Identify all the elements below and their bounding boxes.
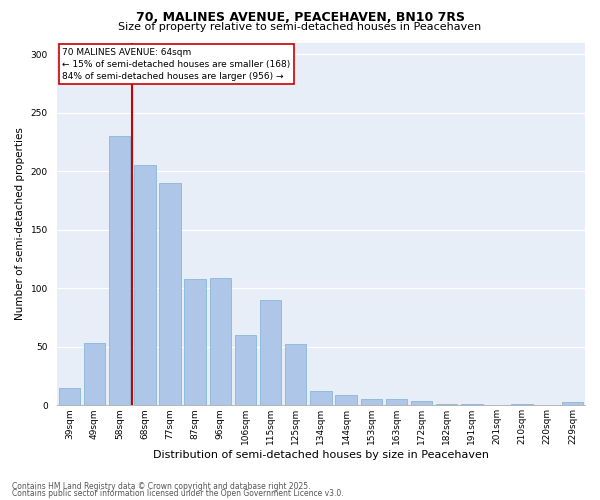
Bar <box>436 404 457 406</box>
Bar <box>109 136 130 406</box>
Bar <box>134 166 155 406</box>
Bar <box>59 388 80 406</box>
Bar <box>361 400 382 406</box>
Y-axis label: Number of semi-detached properties: Number of semi-detached properties <box>15 128 25 320</box>
Text: 70, MALINES AVENUE, PEACEHAVEN, BN10 7RS: 70, MALINES AVENUE, PEACEHAVEN, BN10 7RS <box>136 11 464 24</box>
Bar <box>260 300 281 406</box>
Text: Contains HM Land Registry data © Crown copyright and database right 2025.: Contains HM Land Registry data © Crown c… <box>12 482 311 491</box>
Bar <box>235 335 256 406</box>
X-axis label: Distribution of semi-detached houses by size in Peacehaven: Distribution of semi-detached houses by … <box>153 450 489 460</box>
Bar <box>310 391 332 406</box>
Bar <box>511 404 533 406</box>
Bar <box>411 400 432 406</box>
Text: Contains public sector information licensed under the Open Government Licence v3: Contains public sector information licen… <box>12 489 344 498</box>
Bar <box>84 344 105 406</box>
Bar <box>160 183 181 406</box>
Text: 70 MALINES AVENUE: 64sqm
← 15% of semi-detached houses are smaller (168)
84% of : 70 MALINES AVENUE: 64sqm ← 15% of semi-d… <box>62 48 290 80</box>
Bar <box>562 402 583 406</box>
Text: Size of property relative to semi-detached houses in Peacehaven: Size of property relative to semi-detach… <box>118 22 482 32</box>
Bar <box>184 279 206 406</box>
Bar <box>335 395 357 406</box>
Bar <box>285 344 307 406</box>
Bar <box>386 400 407 406</box>
Bar <box>461 404 482 406</box>
Bar <box>209 278 231 406</box>
